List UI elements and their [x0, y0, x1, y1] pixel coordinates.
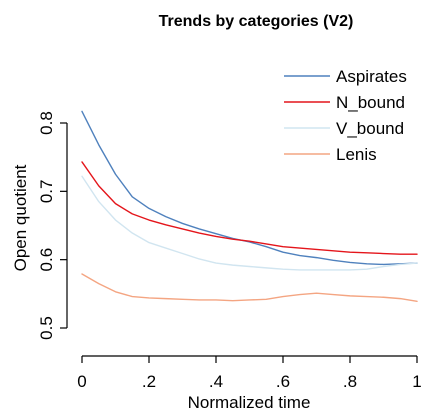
y-axis: 0.5 0.6 0.7 0.8 [37, 111, 68, 340]
y-tick-label: 0.6 [37, 248, 56, 272]
y-axis-label: Open quotient [11, 164, 30, 271]
legend-item-lenis: Lenis [284, 145, 377, 164]
legend: Aspirates N_bound V_bound Lenis [284, 67, 407, 164]
legend-item-aspirates: Aspirates [284, 67, 407, 86]
legend-label: Aspirates [336, 67, 407, 86]
chart-title: Trends by categories (V2) [159, 13, 354, 30]
y-ticks: 0.5 0.6 0.7 0.8 [37, 111, 67, 340]
x-tick-label: 1 [412, 372, 421, 391]
series-line-v-bound [81, 175, 418, 271]
legend-label: N_bound [336, 93, 405, 112]
x-tick-label: .8 [343, 372, 357, 391]
y-tick-label: 0.8 [37, 111, 56, 135]
legend-item-n-bound: N_bound [284, 93, 405, 112]
x-tick-label: .4 [209, 372, 223, 391]
x-tick-label: .2 [142, 372, 156, 391]
legend-item-v-bound: V_bound [284, 119, 404, 138]
series-line-lenis [81, 273, 418, 303]
x-ticks: 0 .2 .4 .6 .8 1 [77, 356, 422, 391]
series-layer [81, 110, 418, 303]
y-tick-label: 0.7 [37, 180, 56, 204]
legend-label: V_bound [336, 119, 404, 138]
x-tick-label: 0 [77, 372, 86, 391]
x-axis: 0 .2 .4 .6 .8 1 [77, 355, 422, 391]
x-axis-label: Normalized time [188, 393, 311, 412]
plot-area [81, 110, 418, 303]
x-tick-label: .6 [276, 372, 290, 391]
series-line-n-bound [81, 161, 418, 255]
legend-label: Lenis [336, 145, 377, 164]
y-tick-label: 0.5 [37, 316, 56, 340]
